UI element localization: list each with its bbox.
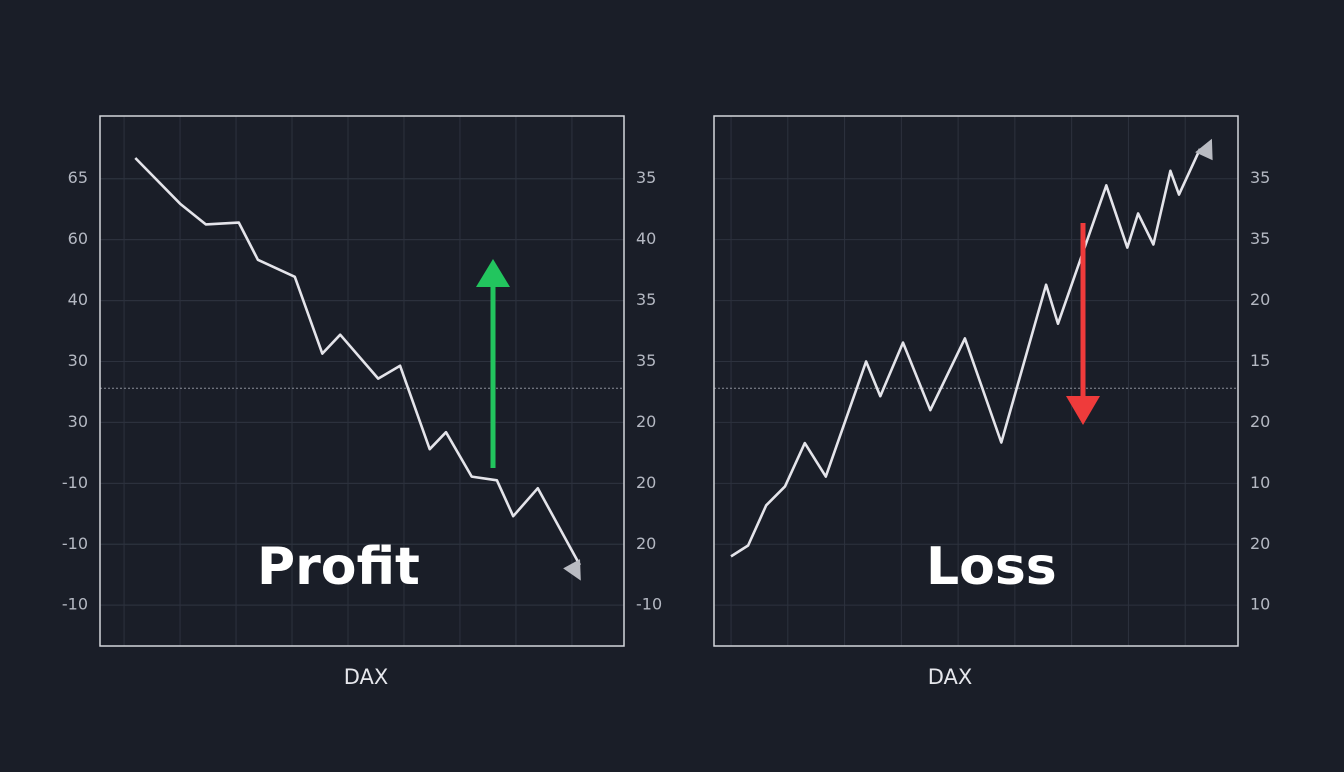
tick-label: 35	[636, 290, 656, 309]
tick-label: 40	[636, 229, 656, 248]
x-axis-label: DAX	[344, 665, 389, 689]
plots: 65 60 40 30 30 -10 -10 -10 35 40 35 35 20 20 20 -10 Prof…	[62, 115, 1270, 689]
tick-label: 20	[636, 473, 656, 492]
tick-label: 10	[1250, 473, 1270, 492]
tick-label: 20	[1250, 412, 1270, 431]
plot-frame	[713, 115, 1239, 647]
down-arrow	[1066, 223, 1100, 425]
tick-label: 20	[1250, 290, 1270, 309]
panel: 65 60 40 30 30 -10 -10 -10 35 40 35 35 20 20 20 -10 Prof…	[62, 115, 662, 689]
tick-label: 35	[636, 168, 656, 187]
annotation: Loss	[926, 537, 1057, 597]
tick-label: 65	[68, 168, 88, 187]
tick-label: 35	[1250, 168, 1270, 187]
tick-label: 40	[68, 290, 88, 309]
tick-label: -10	[636, 595, 662, 614]
tick-label: -10	[62, 595, 88, 614]
plot-frame	[99, 115, 625, 647]
tick-label: 30	[68, 351, 88, 370]
tick-label: 60	[68, 229, 88, 248]
tick-label: 35	[636, 351, 656, 370]
panel: 35 35 20 15 20 10 20 10 Loss DAX	[713, 115, 1270, 689]
tick-label: 20	[636, 534, 656, 553]
tick-label: 30	[68, 412, 88, 431]
tick-label: 15	[1250, 351, 1270, 370]
up-arrow	[476, 259, 510, 468]
data-line	[730, 138, 1213, 558]
tick-label: 20	[1250, 534, 1270, 553]
tick-label: -10	[62, 473, 88, 492]
tick-label: -10	[62, 534, 88, 553]
annotation: Profit	[257, 537, 420, 597]
x-axis-label: DAX	[928, 665, 973, 689]
data-line	[134, 157, 581, 581]
tick-label: 20	[636, 412, 656, 431]
tick-label: 35	[1250, 229, 1270, 248]
tick-label: 10	[1250, 595, 1270, 614]
